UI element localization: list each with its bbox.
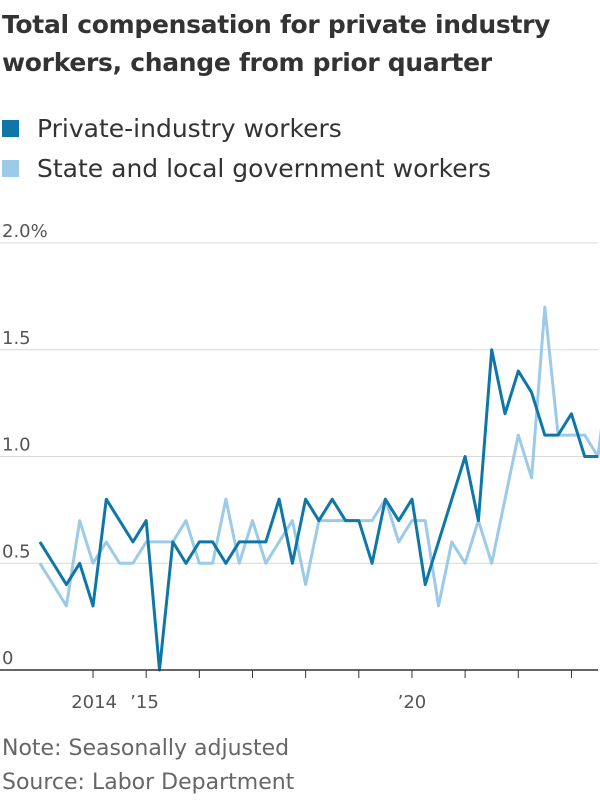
- y-tick-label: 0: [2, 648, 13, 669]
- x-axis: 2014 ’15 ’20: [0, 669, 598, 713]
- y-tick-label: 2.0%: [2, 221, 48, 242]
- series-lines: [38, 305, 600, 672]
- legend-swatch-private: [2, 119, 19, 137]
- legend-swatch-state-local: [2, 159, 19, 177]
- y-axis-labels: 2.0% 1.5 1.0 0.5 0: [2, 221, 48, 669]
- legend: Private-industry workers State and local…: [2, 108, 491, 188]
- y-tick-label: 1.5: [2, 328, 31, 349]
- legend-label-state-local: State and local government workers: [37, 153, 491, 183]
- footer: Note: Seasonally adjusted Source: Labor …: [2, 732, 294, 800]
- legend-item-private: Private-industry workers: [2, 108, 491, 148]
- x-tick-label: ’20: [398, 692, 427, 713]
- legend-item-state-local: State and local government workers: [2, 148, 491, 188]
- y-tick-label: 1.0: [2, 435, 31, 456]
- legend-label-private: Private-industry workers: [37, 113, 342, 143]
- y-tick-label: 0.5: [2, 541, 31, 562]
- series-line-private: [38, 348, 598, 672]
- line-chart: 2.0% 1.5 1.0 0.5 0 2014 ’15 ’20: [0, 221, 600, 713]
- x-tick-label: ’15: [130, 692, 159, 713]
- chart-title: Total compensation for private industry …: [2, 10, 551, 77]
- series-line-state-local: [38, 305, 600, 608]
- x-tick-label: 2014: [71, 692, 117, 713]
- source-text: Source: Labor Department: [2, 770, 295, 795]
- note-text: Note: Seasonally adjusted: [2, 736, 290, 761]
